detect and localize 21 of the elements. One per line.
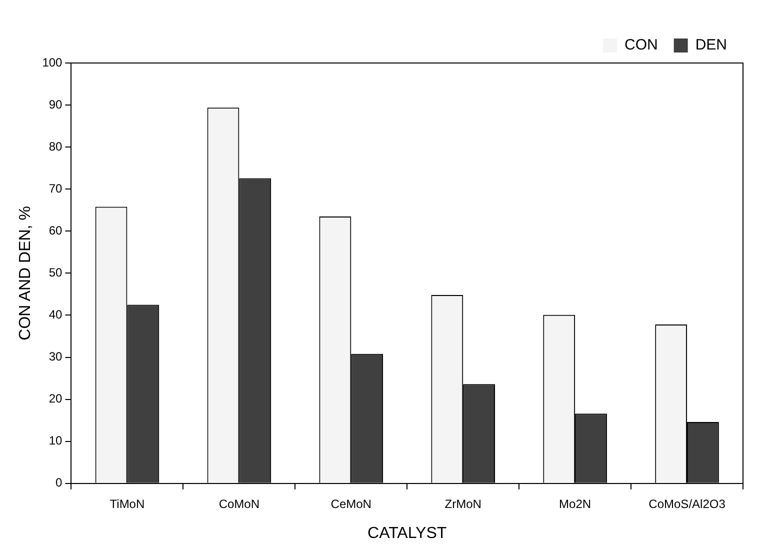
y-tick-label: 90	[48, 97, 63, 112]
y-axis-title: CON AND DEN, %	[17, 206, 34, 340]
x-tick-label: CeMoN	[330, 496, 372, 511]
x-axis-title: CATALYST	[368, 524, 447, 542]
x-tick-label: ZrMoN	[444, 496, 482, 511]
y-tick-label: 10	[48, 434, 63, 448]
y-tick-label: 20	[48, 392, 63, 406]
y-tick-label: 0	[56, 476, 63, 490]
y-tick-label: 80	[48, 139, 63, 154]
x-tick-label: CoMoN	[218, 496, 260, 511]
y-tick-label: 60	[48, 223, 63, 238]
x-tick-label: Mo2N	[559, 496, 592, 511]
y-tick-label: 40	[48, 308, 63, 322]
legend-label: DEN	[695, 36, 727, 54]
x-tick-label: TiMoN	[110, 496, 145, 511]
y-tick-label: 50	[48, 266, 63, 280]
y-tick-label: 100	[42, 55, 63, 70]
y-tick-label: 30	[48, 350, 63, 364]
legend-label: CON	[624, 36, 658, 54]
y-tick-label: 70	[48, 181, 63, 196]
x-tick-label: CoMoS/Al2O3	[648, 496, 726, 511]
